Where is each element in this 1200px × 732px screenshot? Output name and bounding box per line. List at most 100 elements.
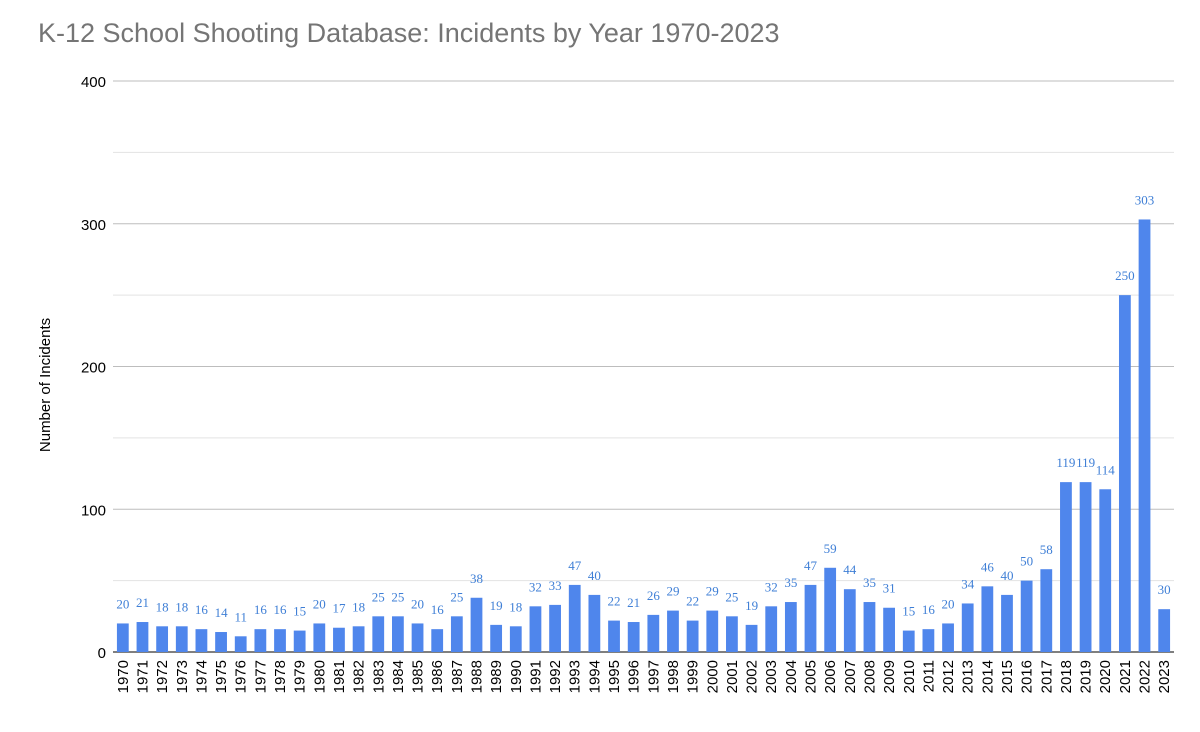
data-label: 18 [509, 599, 522, 614]
x-tick-label: 1984 [390, 660, 407, 693]
bar [922, 629, 935, 652]
x-tick-label: 1977 [252, 660, 269, 693]
data-label: 29 [706, 584, 719, 599]
x-tick-label: 2000 [704, 660, 721, 693]
x-tick-label: 1991 [527, 660, 544, 693]
x-tick-label: 1974 [193, 660, 210, 693]
bar [1060, 482, 1072, 652]
x-tick-label: 2021 [1117, 660, 1134, 693]
bar [667, 610, 679, 652]
data-label: 29 [666, 584, 679, 599]
x-tick-label: 2005 [803, 660, 820, 693]
data-label: 25 [450, 589, 463, 604]
data-label: 15 [902, 604, 915, 619]
x-tick-label: 1993 [567, 660, 584, 693]
bar [234, 636, 247, 652]
x-tick-label: 2023 [1156, 660, 1173, 693]
bar [883, 607, 895, 652]
data-label: 25 [372, 589, 385, 604]
data-label: 25 [391, 589, 404, 604]
data-label: 18 [352, 599, 365, 614]
bar [902, 630, 915, 652]
data-label: 50 [1020, 554, 1033, 569]
data-label: 16 [274, 602, 288, 617]
data-label: 250 [1115, 268, 1135, 283]
data-label: 114 [1096, 462, 1116, 477]
x-tick-label: 1980 [311, 660, 328, 693]
bar [529, 606, 542, 652]
bar [215, 632, 227, 652]
chart-title: K-12 School Shooting Database: Incidents… [38, 18, 780, 48]
data-label: 47 [804, 558, 818, 573]
x-tick-label: 1988 [468, 660, 485, 693]
x-tick-label: 1998 [665, 660, 682, 693]
x-tick-labels: 1970 1971 1972 1973 1974 1975 1976 1977 1978 1979… [115, 660, 1173, 693]
x-tick-label: 1985 [410, 660, 427, 693]
x-tick-label: 1999 [685, 660, 702, 693]
data-label: 26 [647, 588, 661, 603]
bar [588, 594, 601, 652]
data-label: 20 [116, 596, 129, 611]
x-tick-label: 1992 [547, 660, 564, 693]
bar [509, 626, 522, 652]
x-tick-label: 1976 [233, 660, 250, 693]
x-tick-label: 2007 [842, 660, 859, 693]
x-tick-label: 1995 [606, 660, 623, 693]
x-tick-label: 2020 [1097, 660, 1114, 693]
x-tick-label: 2016 [1019, 660, 1036, 693]
bar [411, 623, 424, 652]
x-tick-label: 2015 [999, 660, 1016, 693]
x-tick-label: 2002 [744, 660, 761, 693]
data-label: 31 [883, 581, 896, 596]
data-label: 119 [1076, 455, 1095, 470]
data-label: 14 [215, 605, 229, 620]
bar [863, 602, 876, 652]
data-label: 30 [1158, 582, 1171, 597]
x-tick-label: 2010 [901, 660, 918, 693]
bar [431, 629, 444, 652]
data-label: 16 [431, 602, 445, 617]
data-label: 35 [863, 575, 876, 590]
bar [726, 616, 738, 652]
data-label: 47 [568, 558, 582, 573]
data-label: 59 [824, 541, 837, 556]
bar [1118, 295, 1131, 652]
y-tick-label: 100 [81, 502, 106, 519]
bar [627, 622, 640, 652]
x-tick-label: 2022 [1137, 660, 1154, 693]
bar [1020, 580, 1033, 652]
data-label: 25 [725, 589, 738, 604]
data-label: 21 [627, 595, 640, 610]
x-tick-label: 2012 [940, 660, 957, 693]
x-tick-label: 2014 [979, 660, 996, 693]
bar [784, 602, 797, 652]
data-label: 19 [745, 598, 758, 613]
data-label: 17 [332, 601, 346, 616]
x-tick-label: 1990 [508, 660, 525, 693]
y-tick-label: 300 [81, 217, 106, 234]
x-tick-label: 1982 [351, 660, 368, 693]
x-tick-label: 1997 [645, 660, 662, 693]
data-label: 15 [293, 604, 306, 619]
data-label: 16 [254, 602, 268, 617]
bars [116, 219, 1171, 652]
x-tick-label: 1983 [370, 660, 387, 693]
data-label: 21 [136, 595, 149, 610]
data-label: 32 [765, 579, 778, 594]
x-tick-label: 2001 [724, 660, 741, 693]
x-tick-label: 2003 [763, 660, 780, 693]
data-label: 11 [234, 609, 247, 624]
x-tick-label: 1975 [213, 660, 230, 693]
x-tick-label: 1972 [154, 660, 171, 693]
x-tick-label: 2004 [783, 660, 800, 693]
bar [824, 567, 837, 652]
x-tick-label: 1981 [331, 660, 348, 693]
x-tick-label: 1987 [449, 660, 466, 693]
x-tick-label: 2017 [1038, 660, 1055, 693]
bar [568, 584, 581, 652]
data-label: 22 [608, 594, 621, 609]
bar [333, 627, 345, 652]
bar [1079, 482, 1092, 652]
data-label: 16 [195, 602, 209, 617]
data-label: 40 [588, 568, 601, 583]
